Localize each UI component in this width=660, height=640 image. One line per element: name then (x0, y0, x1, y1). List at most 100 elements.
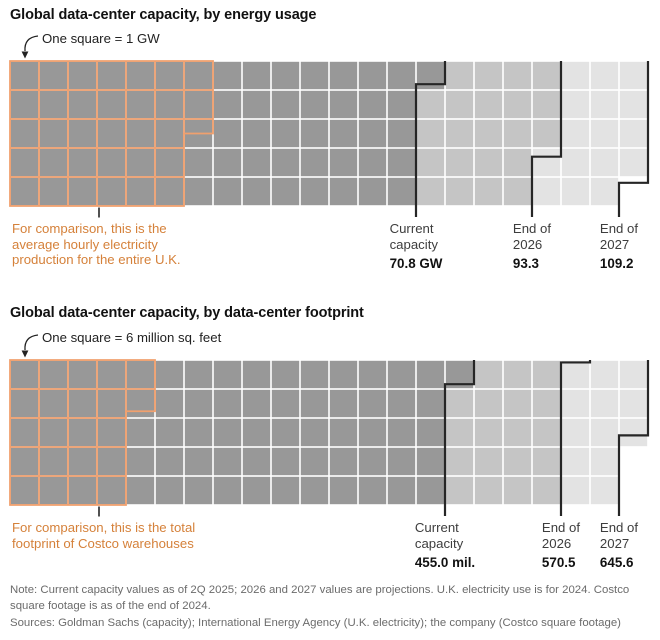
grid-square (10, 418, 39, 447)
grid-square (387, 177, 416, 206)
grid-square (329, 418, 358, 447)
grid-square (445, 119, 474, 148)
grid-square (387, 119, 416, 148)
grid-square (358, 418, 387, 447)
curved-arrow-icon (21, 334, 39, 358)
grid-square (39, 61, 68, 90)
grid-square (97, 148, 126, 177)
grid-square (561, 360, 590, 389)
grid-square (329, 476, 358, 505)
milestone-label-text: capacity (389, 237, 438, 252)
grid-square (329, 148, 358, 177)
grid-square (387, 90, 416, 119)
grid-square (590, 61, 619, 90)
grid-square (445, 447, 474, 476)
grid-square (300, 61, 329, 90)
grid-square (184, 447, 213, 476)
grid-square (445, 148, 474, 177)
grid-square (271, 418, 300, 447)
milestone-value: 645.6 (599, 555, 634, 570)
grid-square (242, 476, 271, 505)
milestone-line (559, 360, 592, 516)
grid-square (561, 177, 590, 206)
grid-square (10, 360, 39, 389)
grid-square (532, 61, 561, 90)
grid-square (10, 119, 39, 148)
grid-square (474, 90, 503, 119)
grid-square (532, 447, 561, 476)
grid-square (619, 418, 648, 447)
grid-square (155, 148, 184, 177)
waffle-chart-2 (9, 359, 650, 517)
grid-square (445, 61, 474, 90)
milestone-label-text: End of (541, 520, 581, 535)
grid-square (590, 418, 619, 447)
grid-square (416, 447, 445, 476)
grid-square (590, 148, 619, 177)
grid-square (155, 90, 184, 119)
grid-square (126, 61, 155, 90)
grid-square (416, 148, 445, 177)
grid-square (97, 360, 126, 389)
grid-square (329, 61, 358, 90)
milestone-label-text: capacity (414, 536, 464, 551)
grid-square (97, 119, 126, 148)
grid-square (213, 418, 242, 447)
grid-square (242, 61, 271, 90)
grid-square (590, 447, 619, 476)
grid-square (10, 447, 39, 476)
grid-square (97, 476, 126, 505)
milestone-label-text: Current (389, 221, 434, 236)
grid-square (358, 360, 387, 389)
grid-square (10, 177, 39, 206)
grid-square (503, 389, 532, 418)
grid-square (126, 389, 155, 418)
grid-square (300, 177, 329, 206)
grid-square (155, 360, 184, 389)
grid-square (503, 476, 532, 505)
grid-square (39, 476, 68, 505)
grid-square (68, 61, 97, 90)
grid-square (387, 148, 416, 177)
comparison-region-outline (9, 60, 214, 207)
grid-square (474, 476, 503, 505)
grid-square (68, 360, 97, 389)
grid-square (358, 389, 387, 418)
grid-square (619, 119, 648, 148)
chart1-title: Global data-center capacity, by energy u… (10, 7, 317, 23)
chart1-comparison-caption: For comparison, this is the average hour… (12, 221, 181, 268)
grid-square (68, 177, 97, 206)
waffle-chart-1 (9, 60, 650, 218)
grid-square (561, 389, 590, 418)
grid-square (271, 119, 300, 148)
grid-square (532, 90, 561, 119)
grid-square (619, 148, 648, 177)
grid-square (619, 360, 648, 389)
grid-square (68, 389, 97, 418)
grid-square (39, 148, 68, 177)
grid-square (68, 90, 97, 119)
grid-square (155, 418, 184, 447)
grid-square (126, 90, 155, 119)
grid-square (619, 61, 648, 90)
grid-square (97, 418, 126, 447)
milestone-label: End of 2026 570.5 (542, 520, 580, 571)
grid-square (68, 447, 97, 476)
comparison-region-outline (9, 359, 156, 506)
milestone-label-text: End of (512, 221, 552, 236)
grid-square (561, 447, 590, 476)
grid-square (387, 360, 416, 389)
grid-square (561, 90, 590, 119)
grid-square (300, 360, 329, 389)
grid-square (213, 389, 242, 418)
grid-square (68, 148, 97, 177)
grid-square (213, 148, 242, 177)
milestone-line (443, 360, 476, 516)
grid-square (387, 447, 416, 476)
milestone-line (617, 61, 650, 217)
grid-square (329, 177, 358, 206)
grid-square (561, 119, 590, 148)
grid-square (155, 177, 184, 206)
milestone-value: 93.3 (512, 256, 539, 271)
milestone-value: 455.0 mil. (414, 555, 476, 570)
